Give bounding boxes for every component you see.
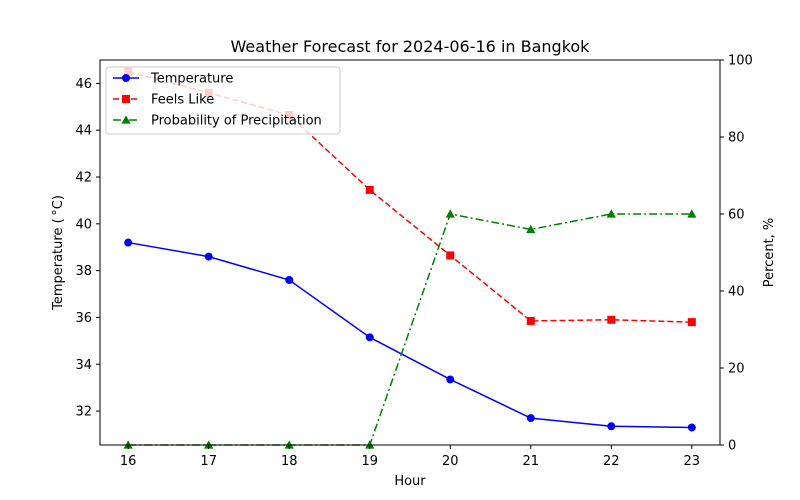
chart-title: Weather Forecast for 2024-06-16 in Bangk… [231, 37, 591, 56]
y-right-tick-label: 20 [728, 362, 745, 377]
data-point [527, 414, 535, 422]
x-tick-label: 16 [120, 454, 137, 469]
y-axis-right-label: Percent, % [762, 218, 777, 288]
data-point [446, 375, 454, 383]
data-point [607, 316, 615, 324]
x-tick-label: 21 [523, 454, 540, 469]
data-point [366, 186, 374, 194]
x-tick-label: 19 [361, 454, 378, 469]
y-right-tick-label: 100 [728, 54, 753, 69]
data-point [366, 333, 374, 341]
x-tick-label: 18 [281, 454, 298, 469]
y-left-tick-label: 38 [75, 264, 92, 279]
data-point [527, 317, 535, 325]
y-right-tick-label: 40 [728, 285, 745, 300]
data-point [688, 318, 696, 326]
data-point [205, 253, 213, 261]
y-right-tick-label: 80 [728, 131, 745, 146]
x-tick-label: 17 [200, 454, 217, 469]
legend-marker [122, 74, 130, 82]
data-point [446, 251, 454, 259]
y-left-tick-label: 44 [75, 124, 92, 139]
y-right-tick-label: 60 [728, 208, 745, 223]
y-axis-left-label: Temperature ( °C) [51, 195, 66, 311]
data-point [607, 422, 615, 430]
legend-marker [122, 95, 130, 103]
y-left-tick-label: 32 [75, 405, 92, 420]
data-point [688, 423, 696, 431]
legend-label: Feels Like [151, 93, 214, 108]
x-tick-label: 22 [603, 454, 620, 469]
x-tick-label: 23 [684, 454, 701, 469]
x-tick-label: 20 [442, 454, 459, 469]
data-point [285, 276, 293, 284]
y-right-tick-label: 0 [728, 439, 736, 454]
legend-label: Temperature [150, 72, 233, 87]
y-left-tick-label: 42 [75, 171, 92, 186]
y-left-tick-label: 34 [75, 358, 92, 373]
legend-label: Probability of Precipitation [151, 114, 322, 129]
y-left-tick-label: 46 [75, 77, 92, 92]
y-left-tick-label: 36 [75, 311, 92, 326]
y-left-tick-label: 40 [75, 217, 92, 232]
legend: Temperature Feels Like Probability of Prec… [106, 67, 340, 134]
x-axis-label: Hour [394, 474, 426, 489]
data-point [124, 239, 132, 247]
